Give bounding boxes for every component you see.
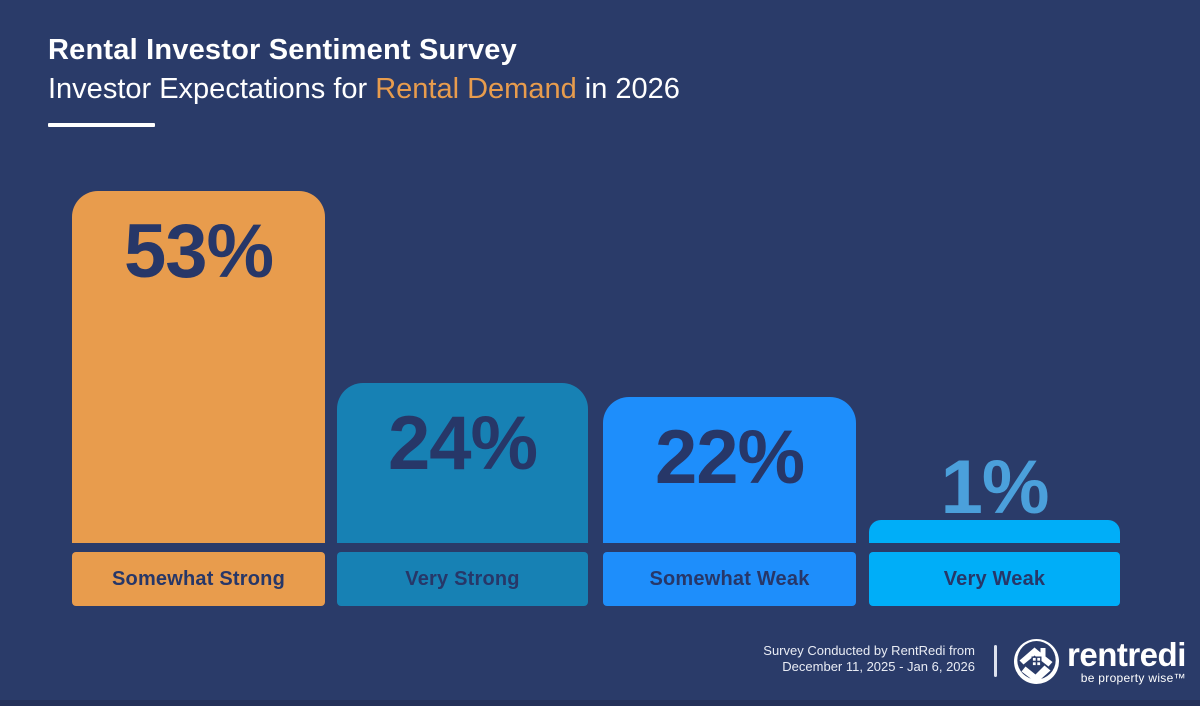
- page-subtitle: Investor Expectations for Rental Demand …: [48, 72, 680, 106]
- brand-text: rentredi be property wise™: [1067, 638, 1186, 684]
- title-underline-rule: [48, 123, 155, 127]
- brand-logo: rentredi be property wise™: [1014, 638, 1186, 684]
- bar-somewhat-strong: [72, 191, 325, 543]
- subtitle-prefix: Investor Expectations for: [48, 73, 376, 105]
- brand-name: rentredi: [1067, 636, 1186, 673]
- subtitle-suffix: in 2026: [576, 73, 680, 105]
- brand-tagline: be property wise™: [1080, 671, 1186, 685]
- survey-note: Survey Conducted by RentRedi from Decemb…: [763, 643, 975, 675]
- category-label-somewhat-strong: Somewhat Strong: [72, 552, 325, 606]
- survey-note-line1: Survey Conducted by RentRedi from: [763, 643, 975, 658]
- category-label-very-strong: Very Strong: [337, 552, 588, 606]
- bar-somewhat-weak: [603, 397, 856, 543]
- bar-very-weak: [869, 520, 1120, 543]
- bar-value-label-very-weak: 1%: [940, 445, 1050, 530]
- bar-value-label-very-strong: 24%: [387, 401, 538, 486]
- house-icon: [1014, 638, 1059, 684]
- bottom-edge-strip: [0, 700, 1200, 706]
- bar-very-strong: [337, 383, 588, 543]
- bar-value-label-somewhat-strong: 53%: [123, 209, 274, 294]
- subtitle-highlight: Rental Demand: [375, 73, 577, 105]
- survey-note-line2: December 11, 2025 - Jan 6, 2026: [782, 659, 975, 674]
- category-label-somewhat-weak: Somewhat Weak: [603, 552, 856, 606]
- category-label-very-weak: Very Weak: [869, 552, 1120, 606]
- footer-divider: [994, 645, 997, 677]
- page-title: Rental Investor Sentiment Survey: [48, 34, 517, 66]
- bar-value-label-somewhat-weak: 22%: [654, 415, 805, 500]
- header: Rental Investor Sentiment Survey Investo…: [48, 33, 680, 127]
